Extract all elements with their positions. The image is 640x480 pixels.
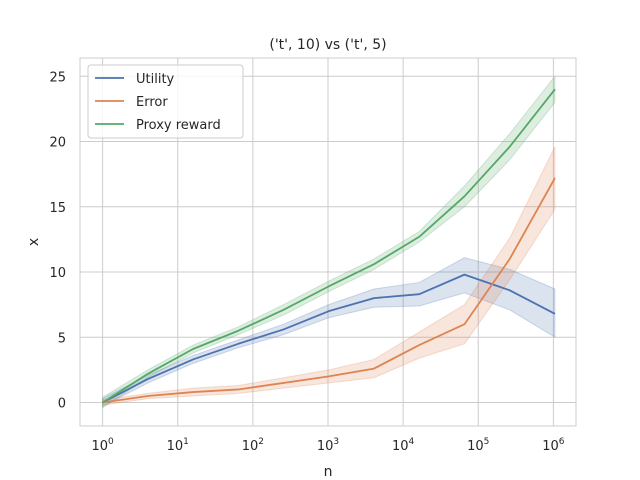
series-lines — [102, 88, 556, 404]
legend: Utility Error Proxy reward — [87, 64, 244, 139]
utility-line — [102, 273, 556, 404]
x-tick-label: 104 — [392, 437, 415, 454]
x-tick-label: 105 — [467, 437, 489, 454]
y-tick-label: 25 — [49, 70, 66, 85]
x-tick-label: 106 — [542, 437, 565, 454]
legend-label-utility: Utility — [136, 72, 175, 87]
x-tick-label: 103 — [317, 437, 339, 454]
legend-box — [87, 64, 244, 139]
legend-label-proxy-reward: Proxy reward — [136, 118, 221, 133]
y-tick-label: 20 — [49, 136, 66, 151]
y-tick-label: 0 — [58, 397, 66, 412]
proxy-reward-line — [102, 88, 556, 404]
error-line — [102, 177, 556, 404]
legend-label-error: Error — [136, 95, 168, 110]
x-axis-label: n — [324, 464, 333, 480]
x-tick-label: 101 — [167, 437, 189, 454]
x-tick-label: 100 — [91, 437, 114, 454]
x-tick-label: 102 — [242, 437, 264, 454]
error-band — [102, 146, 556, 406]
y-tick-label: 5 — [58, 331, 66, 346]
utility-band — [102, 257, 556, 408]
plot-frame — [79, 57, 577, 427]
grid — [80, 58, 576, 426]
chart-title: ('t', 10) vs ('t', 5) — [269, 37, 386, 53]
y-axis-label: x — [26, 238, 42, 246]
y-tick-labels: 0 5 10 15 20 25 — [49, 70, 66, 411]
y-tick-label: 15 — [49, 201, 66, 216]
y-tick-label: 10 — [49, 266, 66, 281]
x-tick-labels: 100 101 102 103 104 105 106 — [91, 437, 564, 454]
